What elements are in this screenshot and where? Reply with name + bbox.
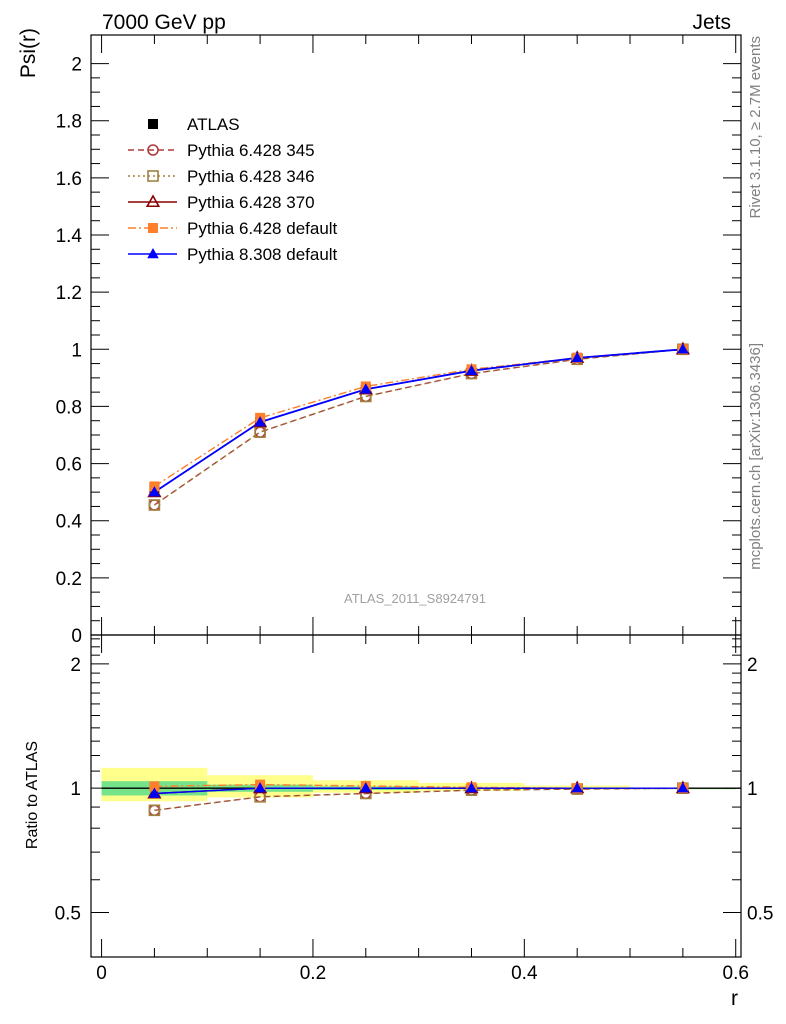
legend-label-1: Pythia 6.428 345 (187, 141, 315, 160)
series-line-1 (154, 348, 683, 506)
main-ytick-label: 1 (71, 340, 82, 361)
ratio-point-4-1 (254, 782, 266, 793)
main-ytick-label: 0.8 (56, 397, 82, 418)
x-axis-label: r (731, 987, 738, 1010)
data-point-5-1 (254, 416, 266, 427)
ratio-ytick-label-right: 2 (747, 655, 758, 676)
main-ytick-label: 1.6 (56, 169, 82, 190)
legend-marker-3 (145, 194, 161, 208)
analysis-label: ATLAS_2011_S8924791 (344, 591, 486, 606)
legend-label-4: Pythia 6.428 default (187, 219, 338, 238)
main-ytick-label: 0 (71, 626, 82, 647)
main-ytick-label: 0.4 (56, 512, 83, 533)
ratio-ytick-label: 2 (70, 655, 81, 676)
ratio-xtick-label: 0 (96, 963, 107, 984)
ratio-point-4-5 (677, 782, 689, 793)
main-panel: 0 0.2 0.4 0.6 0.8 1 1.2 1.4 1.6 1.8 2 (56, 34, 742, 647)
ratio-point-4-4 (571, 782, 583, 793)
ratio-point-1-0 (148, 804, 161, 817)
data-point-5-4 (571, 351, 583, 363)
series-line-5 (153, 348, 683, 493)
ratio-ytick-label: 0.5 (55, 903, 81, 924)
legend: ATLAS Pythia 6.428 345 Pythia 6.428 346 Pyt… (128, 115, 338, 264)
legend-label-3: Pythia 6.428 370 (187, 193, 315, 212)
header-right: Jets (692, 11, 731, 34)
ratio-point-4-0 (148, 787, 161, 798)
ratio-ytick-label: 1 (70, 779, 81, 800)
main-ytick-label: 1.2 (56, 283, 82, 304)
data-point-5-2 (360, 383, 372, 394)
data-point-5-5 (677, 343, 689, 354)
ratio-ytick-label-right: 0.5 (747, 903, 773, 924)
legend-label-0: ATLAS (187, 115, 240, 134)
legend-label-2: Pythia 6.428 346 (187, 167, 315, 186)
series-line-4 (154, 348, 683, 487)
ratio-ytick-label-right: 1 (747, 779, 758, 800)
ratio-line-1 (154, 787, 683, 811)
ratio-point-3-0 (149, 781, 160, 792)
data-point-1-1 (254, 426, 266, 438)
ratio-point-4-3 (465, 782, 478, 793)
data-point-5-3 (465, 364, 478, 375)
legend-label-5: Pythia 8.308 default (187, 245, 338, 264)
series-line-2 (154, 348, 683, 506)
data-point-2-0 (148, 499, 161, 511)
ratio-frame (90, 634, 742, 958)
ratio-line-4 (154, 787, 683, 795)
legend-marker-2 (147, 170, 159, 182)
ratio-xtick-label: 0.2 (300, 963, 326, 984)
data-point-5-0 (148, 486, 161, 497)
legend-marker-5 (147, 248, 159, 259)
main-ytick-label: 1.8 (56, 112, 82, 133)
ratio-xtick-label: 0.4 (511, 963, 538, 984)
legend-marker-1 (147, 144, 159, 156)
legend-marker-0 (148, 119, 158, 129)
ratio-point-4-2 (360, 782, 372, 793)
main-ytick-label: 0.6 (56, 455, 82, 476)
series-line-3 (154, 348, 683, 493)
main-ytick-label: 1.4 (56, 226, 83, 247)
ratio-ylabel: Ratio to ATLAS (24, 741, 41, 849)
header-left: 7000 GeV pp (102, 11, 226, 34)
side-text-bottom: mcplots.cern.ch [arXiv:1306.3436] (747, 343, 764, 570)
main-ytick-label: 0.2 (56, 569, 82, 590)
main-ytick-label: 2 (71, 55, 82, 76)
ratio-xtick-label: 0.6 (723, 963, 749, 984)
side-text-top: Rivet 3.1.10, ≥ 2.7M events (747, 36, 764, 219)
ratio-panel: 0.5 0.5 1 1 2 2 0 0.2 0.4 0.6 (55, 634, 773, 984)
main-ylabel: Psi(r) (17, 28, 40, 78)
legend-marker-4 (148, 223, 158, 233)
